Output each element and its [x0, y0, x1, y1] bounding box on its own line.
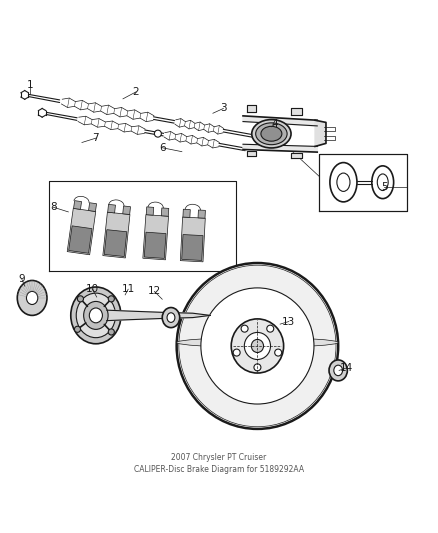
Ellipse shape [231, 319, 284, 373]
Text: 5: 5 [381, 182, 387, 192]
Polygon shape [108, 204, 116, 213]
Ellipse shape [261, 126, 282, 141]
Polygon shape [123, 206, 131, 214]
Ellipse shape [252, 119, 291, 148]
Polygon shape [104, 230, 127, 256]
Text: 14: 14 [340, 363, 353, 373]
Ellipse shape [337, 173, 350, 191]
Ellipse shape [26, 292, 38, 304]
Circle shape [78, 296, 84, 302]
Text: 11: 11 [122, 284, 135, 294]
Polygon shape [291, 153, 302, 158]
Polygon shape [161, 208, 169, 216]
Ellipse shape [89, 308, 102, 323]
Ellipse shape [256, 123, 287, 144]
Text: 2007 Chrysler PT Cruiser
CALIPER-Disc Brake Diagram for 5189292AA: 2007 Chrysler PT Cruiser CALIPER-Disc Br… [134, 453, 304, 474]
Ellipse shape [377, 174, 388, 190]
Text: 13: 13 [282, 317, 296, 327]
Circle shape [267, 325, 274, 332]
Text: 3: 3 [220, 103, 227, 114]
Polygon shape [144, 232, 166, 259]
Text: 7: 7 [92, 133, 99, 143]
Circle shape [108, 296, 114, 302]
Polygon shape [107, 310, 210, 321]
Ellipse shape [179, 265, 336, 427]
Polygon shape [69, 226, 92, 253]
Text: 10: 10 [86, 284, 99, 294]
Text: 2: 2 [133, 87, 139, 97]
Polygon shape [182, 235, 203, 261]
Polygon shape [291, 108, 302, 115]
Polygon shape [243, 116, 317, 126]
Polygon shape [103, 212, 130, 258]
Text: 6: 6 [159, 143, 166, 153]
Ellipse shape [244, 333, 271, 359]
Polygon shape [247, 105, 256, 111]
Text: 8: 8 [50, 202, 57, 212]
Ellipse shape [71, 287, 121, 344]
Text: 9: 9 [18, 274, 25, 284]
Ellipse shape [84, 302, 108, 329]
Polygon shape [78, 116, 145, 134]
Bar [319, 154, 407, 211]
Ellipse shape [201, 288, 314, 404]
Circle shape [154, 130, 161, 137]
Text: 1: 1 [27, 80, 34, 90]
Polygon shape [175, 119, 224, 134]
Polygon shape [61, 98, 154, 122]
Ellipse shape [330, 163, 357, 202]
Ellipse shape [251, 340, 264, 352]
Ellipse shape [162, 308, 180, 328]
Ellipse shape [17, 280, 47, 316]
Ellipse shape [334, 365, 343, 376]
Polygon shape [67, 208, 96, 255]
Polygon shape [146, 207, 154, 215]
Ellipse shape [177, 338, 338, 348]
Ellipse shape [76, 293, 116, 338]
Ellipse shape [329, 360, 347, 381]
Polygon shape [243, 144, 317, 152]
Ellipse shape [372, 166, 394, 199]
Polygon shape [198, 210, 205, 218]
Text: 4: 4 [272, 119, 278, 129]
Polygon shape [183, 209, 190, 217]
Ellipse shape [167, 313, 175, 322]
Circle shape [108, 329, 114, 335]
Circle shape [241, 325, 248, 332]
Polygon shape [88, 203, 96, 212]
Polygon shape [180, 217, 205, 262]
Circle shape [275, 349, 282, 356]
Circle shape [254, 364, 261, 371]
Circle shape [233, 349, 240, 356]
Polygon shape [74, 200, 81, 209]
Polygon shape [315, 120, 326, 147]
Polygon shape [247, 151, 256, 157]
Text: 12: 12 [148, 286, 161, 296]
Polygon shape [143, 215, 169, 260]
Ellipse shape [177, 263, 338, 429]
Circle shape [74, 326, 81, 333]
Polygon shape [164, 132, 219, 148]
